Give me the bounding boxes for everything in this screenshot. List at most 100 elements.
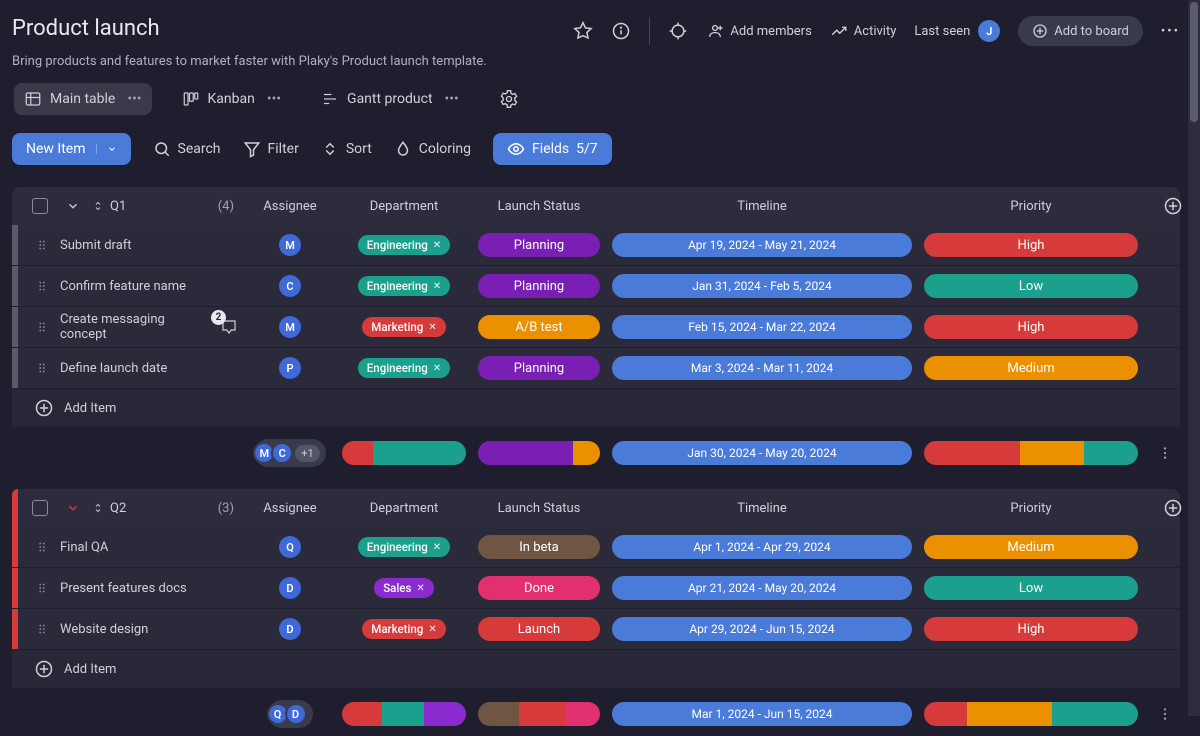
remove-tag-icon[interactable]: ✕: [433, 542, 441, 553]
priority-pill[interactable]: Low: [924, 576, 1138, 600]
column-header-status[interactable]: Launch Status: [472, 199, 606, 214]
remove-tag-icon[interactable]: ✕: [416, 583, 424, 594]
timeline-pill[interactable]: Apr 19, 2024 - May 21, 2024: [612, 233, 912, 257]
add-item-button[interactable]: Add Item: [12, 389, 1180, 427]
remove-tag-icon[interactable]: ✕: [433, 281, 441, 292]
status-pill[interactable]: Planning: [478, 356, 600, 380]
column-header-priority[interactable]: Priority: [918, 501, 1144, 516]
view-tab-gantt[interactable]: Gantt product •••: [311, 83, 469, 115]
avatar[interactable]: M: [279, 234, 301, 256]
view-tab-kanban[interactable]: Kanban •••: [172, 83, 292, 115]
comments-badge[interactable]: 2: [220, 318, 238, 336]
avatar[interactable]: D: [279, 618, 301, 640]
remove-tag-icon[interactable]: ✕: [433, 363, 441, 374]
summary-menu-icon[interactable]: [1150, 706, 1180, 722]
avatar[interactable]: P: [279, 357, 301, 379]
timeline-pill[interactable]: Apr 21, 2024 - May 20, 2024: [612, 576, 912, 600]
add-members-button[interactable]: Add members: [706, 22, 811, 40]
scrollbar[interactable]: [1188, 0, 1200, 716]
column-header-department[interactable]: Department: [336, 199, 472, 214]
group-name[interactable]: Q1: [110, 199, 126, 214]
collapse-toggle[interactable]: [58, 501, 88, 515]
add-column-button[interactable]: [1160, 193, 1186, 219]
info-icon[interactable]: [611, 21, 631, 41]
remove-tag-icon[interactable]: ✕: [433, 240, 441, 251]
item-name[interactable]: Define launch date: [60, 361, 167, 376]
department-tag[interactable]: Engineering ✕: [358, 276, 450, 296]
column-header-timeline[interactable]: Timeline: [606, 199, 918, 214]
item-name[interactable]: Create messaging concept: [60, 312, 214, 342]
priority-pill[interactable]: Medium: [924, 356, 1138, 380]
avatar[interactable]: M: [279, 316, 301, 338]
status-pill[interactable]: In beta: [478, 535, 600, 559]
timeline-pill[interactable]: Jan 31, 2024 - Feb 5, 2024: [612, 274, 912, 298]
more-icon[interactable]: •••: [445, 91, 459, 107]
drag-handle[interactable]: [12, 540, 58, 554]
priority-pill[interactable]: High: [924, 315, 1138, 339]
add-item-button[interactable]: Add Item: [12, 650, 1180, 688]
avatar-group[interactable]: MC+1: [254, 439, 325, 467]
department-tag[interactable]: Engineering ✕: [358, 537, 450, 557]
priority-pill[interactable]: High: [924, 233, 1138, 257]
drag-handle[interactable]: [12, 581, 58, 595]
column-header-priority[interactable]: Priority: [918, 199, 1144, 214]
priority-pill[interactable]: Medium: [924, 535, 1138, 559]
scrollbar-thumb[interactable]: [1190, 2, 1198, 122]
status-pill[interactable]: Planning: [478, 274, 600, 298]
item-name[interactable]: Website design: [60, 622, 148, 637]
status-pill[interactable]: Done: [478, 576, 600, 600]
filter-button[interactable]: Filter: [243, 140, 299, 158]
department-tag[interactable]: Sales ✕: [374, 578, 434, 598]
department-tag[interactable]: Engineering ✕: [358, 235, 450, 255]
drag-handle[interactable]: [12, 320, 58, 334]
department-tag[interactable]: Marketing ✕: [362, 317, 445, 337]
chevron-down-icon[interactable]: [96, 144, 117, 154]
add-to-board-button[interactable]: Add to board: [1018, 16, 1143, 46]
status-pill[interactable]: A/B test: [478, 315, 600, 339]
automation-icon[interactable]: [668, 21, 688, 41]
column-header-department[interactable]: Department: [336, 501, 472, 516]
item-name[interactable]: Submit draft: [60, 238, 132, 253]
remove-tag-icon[interactable]: ✕: [428, 322, 436, 333]
timeline-pill[interactable]: Mar 3, 2024 - Mar 11, 2024: [612, 356, 912, 380]
remove-tag-icon[interactable]: ✕: [428, 624, 436, 635]
collapse-toggle[interactable]: [58, 199, 88, 213]
drag-handle[interactable]: [12, 238, 58, 252]
last-seen[interactable]: Last seen J: [914, 20, 1000, 42]
department-tag[interactable]: Engineering ✕: [358, 358, 450, 378]
column-header-assignee[interactable]: Assignee: [244, 199, 336, 214]
more-icon[interactable]: •••: [127, 91, 141, 107]
column-header-timeline[interactable]: Timeline: [606, 501, 918, 516]
fields-button[interactable]: Fields 5/7: [493, 133, 612, 165]
timeline-pill[interactable]: Apr 1, 2024 - Apr 29, 2024: [612, 535, 912, 559]
timeline-pill[interactable]: Feb 15, 2024 - Mar 22, 2024: [612, 315, 912, 339]
item-name[interactable]: Final QA: [60, 540, 108, 555]
summary-menu-icon[interactable]: [1150, 445, 1180, 461]
new-item-button[interactable]: New Item: [12, 133, 131, 165]
drag-handle[interactable]: [12, 279, 58, 293]
select-all-checkbox[interactable]: [32, 500, 48, 516]
avatar[interactable]: Q: [279, 536, 301, 558]
more-icon[interactable]: •••: [1161, 24, 1180, 39]
avatar[interactable]: C: [279, 275, 301, 297]
column-header-assignee[interactable]: Assignee: [244, 501, 336, 516]
select-all-checkbox[interactable]: [32, 198, 48, 214]
item-name[interactable]: Confirm feature name: [60, 279, 186, 294]
priority-pill[interactable]: Low: [924, 274, 1138, 298]
activity-button[interactable]: Activity: [830, 22, 897, 40]
view-tab-main-table[interactable]: Main table •••: [14, 83, 152, 115]
group-name[interactable]: Q2: [110, 501, 126, 516]
priority-pill[interactable]: High: [924, 617, 1138, 641]
item-name[interactable]: Present features docs: [60, 581, 187, 596]
status-pill[interactable]: Planning: [478, 233, 600, 257]
timeline-pill[interactable]: Apr 29, 2024 - Jun 15, 2024: [612, 617, 912, 641]
more-icon[interactable]: •••: [267, 91, 281, 107]
drag-handle[interactable]: [12, 622, 58, 636]
add-column-button[interactable]: [1160, 495, 1186, 521]
sort-button[interactable]: Sort: [321, 140, 372, 158]
avatar-group[interactable]: QD: [268, 700, 313, 728]
column-header-status[interactable]: Launch Status: [472, 501, 606, 516]
avatar[interactable]: D: [279, 577, 301, 599]
department-tag[interactable]: Marketing ✕: [362, 619, 445, 639]
settings-icon[interactable]: [499, 89, 519, 109]
